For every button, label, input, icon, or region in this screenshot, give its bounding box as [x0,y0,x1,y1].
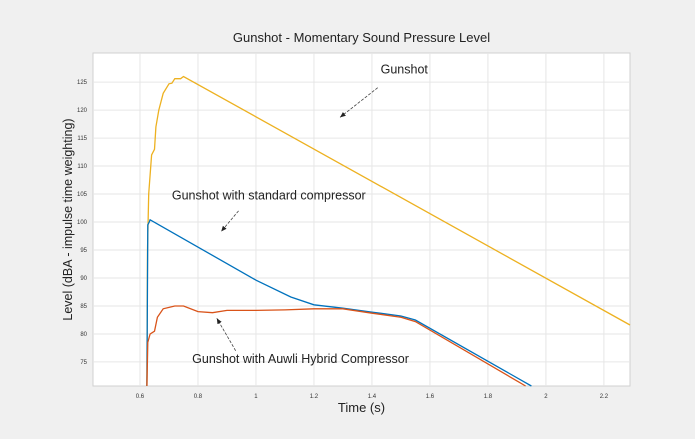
x-tick-label: 1.8 [484,394,493,400]
y-tick-label: 75 [80,360,87,366]
series-line-gunshot-with-standard-compressor [146,218,532,387]
annotation-label: Gunshot with Auwli Hybrid Compressor [192,352,409,366]
x-tick-label: 1 [254,394,258,400]
x-tick-label: 2.2 [600,394,609,400]
x-tick-label: 1.6 [426,394,435,400]
y-tick-label: 105 [77,192,88,198]
chart-title: Gunshot - Momentary Sound Pressure Level [233,30,490,45]
series-line-gunshot-with-auwli-hybrid-compressor [146,305,526,387]
x-tick-label: 0.6 [136,394,145,400]
annotation-label: Gunshot [381,63,429,77]
y-tick-label: 110 [77,164,87,170]
y-tick-label: 95 [80,248,87,254]
x-tick-label: 1.4 [368,394,377,400]
x-tick-label: 2 [544,394,548,400]
y-tick-label: 90 [80,276,87,282]
series-line-gunshot [146,75,631,387]
x-tick-label: 0.8 [194,394,203,400]
x-tick-label: 1.2 [310,394,319,400]
annotation-label: Gunshot with standard compressor [172,189,366,203]
annotation-arrow [216,318,237,351]
annotation-arrow [220,210,239,232]
x-axis-label: Time (s) [338,400,385,415]
annotation-arrow [339,87,378,118]
y-tick-label: 85 [80,304,87,310]
y-tick-label: 80 [80,332,87,338]
y-tick-label: 125 [77,80,88,86]
y-tick-label: 115 [77,136,87,142]
y-tick-label: 120 [77,108,88,114]
plot-area [92,52,631,387]
y-axis-label: Level (dBA - impulse time weighting) [61,118,75,320]
y-tick-label: 100 [77,220,88,226]
